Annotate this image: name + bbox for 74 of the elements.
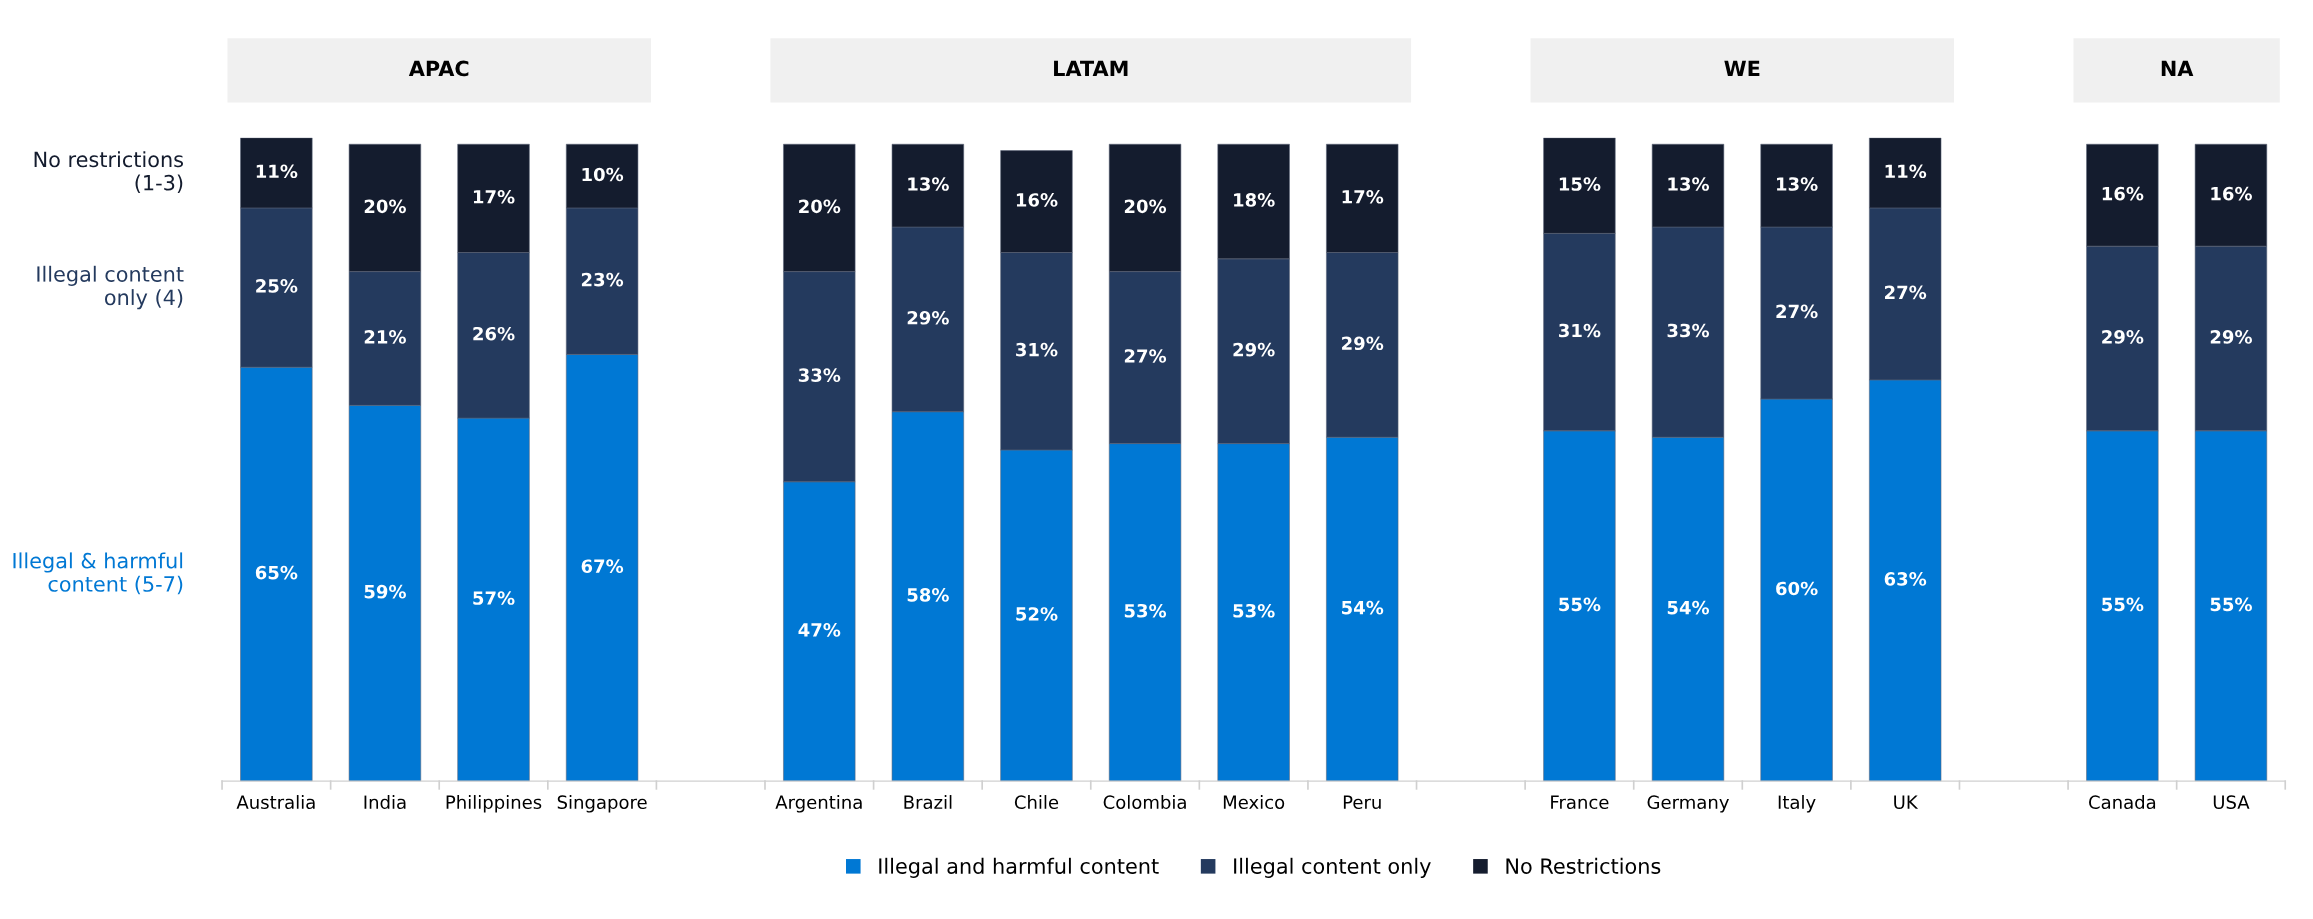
x-tick-label: Canada — [2089, 795, 2156, 810]
x-tick-label: Peru — [1343, 795, 1381, 810]
data-label: 16% — [1016, 193, 1058, 207]
legend-label: Illegal content only — [1234, 857, 1431, 878]
data-label: 26% — [473, 326, 515, 341]
x-tick-label: USA — [2213, 795, 2250, 810]
x-tick-label: Italy — [1778, 795, 1816, 813]
data-label: 21% — [364, 330, 406, 344]
data-label: 16% — [2211, 186, 2252, 201]
data-label: 29% — [1342, 336, 1384, 351]
x-tick-label: Germany — [1647, 795, 1729, 813]
x-tick-label: Colombia — [1103, 795, 1186, 810]
data-label: 20% — [1124, 199, 1167, 214]
text: APAC — [408, 60, 469, 77]
data-label: 17% — [473, 189, 515, 204]
text: No restrictions (1-3) — [34, 151, 184, 194]
data-label: 53% — [1233, 603, 1275, 618]
data-label: 27% — [1124, 349, 1167, 363]
data-label: 18% — [1234, 193, 1275, 207]
x-tick-label: Argentina — [775, 795, 862, 813]
text: WE — [1724, 60, 1760, 77]
legend-label: No Restrictions — [1506, 857, 1661, 874]
x-tick-label: France — [1551, 795, 1609, 810]
data-label: 31% — [1016, 342, 1058, 357]
data-label: 15% — [1559, 177, 1601, 191]
data-label: 17% — [1342, 189, 1384, 204]
data-label: 54% — [1342, 600, 1384, 615]
x-tick-label: Brazil — [904, 795, 952, 810]
data-label: 33% — [1667, 323, 1710, 338]
data-label: 16% — [2102, 186, 2144, 201]
text: NA — [2161, 60, 2194, 77]
data-label: 55% — [2210, 597, 2252, 612]
data-label: 54% — [1667, 600, 1710, 615]
x-tick-label: Singapore — [557, 795, 647, 813]
x-tick-label: India — [364, 795, 406, 810]
data-label: 59% — [364, 584, 406, 599]
legend-label: Illegal and harmful content — [879, 857, 1159, 878]
data-label: 53% — [1124, 603, 1167, 618]
data-label: 11% — [1885, 164, 1927, 179]
data-label: 25% — [256, 279, 298, 293]
data-label: 13% — [908, 177, 949, 191]
data-label: 63% — [1884, 572, 1927, 586]
x-tick-label: Mexico — [1223, 795, 1285, 810]
data-label: 33% — [798, 368, 841, 382]
data-label: 47% — [798, 623, 841, 637]
data-label: 20% — [799, 199, 841, 214]
x-tick-label: Australia — [236, 795, 315, 810]
x-tick-label: Chile — [1014, 795, 1059, 810]
data-label: 11% — [256, 164, 298, 179]
text: LATAM — [1054, 60, 1128, 77]
data-label: 31% — [1559, 323, 1601, 338]
data-label: 29% — [2102, 330, 2144, 344]
data-label: 57% — [473, 591, 515, 605]
data-label: 20% — [364, 199, 406, 214]
data-label: 27% — [1885, 285, 1927, 300]
data-label: 10% — [582, 167, 624, 182]
text: Illegal content only (4) — [37, 265, 184, 310]
data-label: 55% — [1559, 597, 1601, 612]
data-label: 27% — [1776, 304, 1818, 319]
data-label: 23% — [581, 272, 624, 287]
data-label: 29% — [1233, 342, 1275, 357]
data-label: 13% — [1668, 177, 1710, 191]
text: Illegal & harmful content (5-7) — [13, 552, 183, 595]
data-label: 13% — [1777, 177, 1818, 191]
x-tick-label: Philippines — [446, 795, 542, 813]
data-label: 29% — [907, 310, 949, 325]
data-label: 58% — [907, 588, 949, 602]
data-label: 60% — [1776, 581, 1818, 596]
data-label: 29% — [2210, 330, 2252, 344]
data-label: 55% — [2102, 597, 2144, 612]
data-label: 52% — [1016, 607, 1058, 621]
x-tick-label: UK — [1894, 795, 1919, 810]
data-label: 67% — [581, 559, 624, 574]
data-label: 65% — [255, 565, 298, 580]
